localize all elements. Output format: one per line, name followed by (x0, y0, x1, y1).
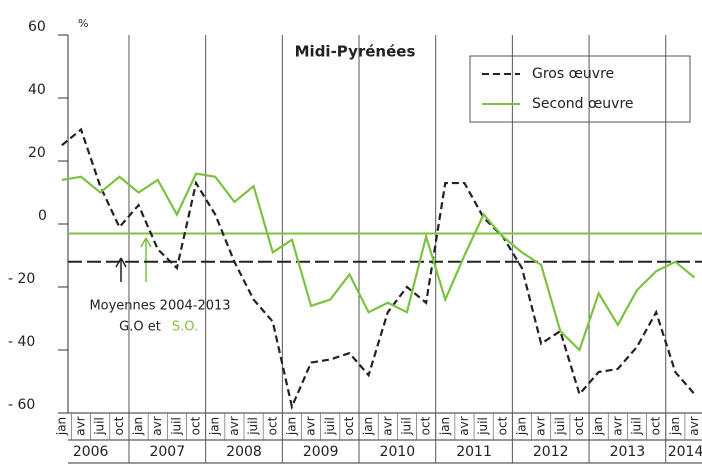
year-label: 2009 (303, 444, 339, 460)
y-tick-label: 20 (28, 145, 46, 161)
y-tick-label: - 20 (8, 271, 35, 287)
chart-title: Midi-Pyrénées (295, 43, 416, 61)
x-tick-label: jan (438, 417, 452, 436)
y-tick-label: - 60 (8, 397, 35, 413)
x-tick-label: avr (610, 416, 624, 435)
x-tick-label: jan (668, 417, 682, 436)
annotation: S.O. (172, 320, 198, 335)
x-tick-label: jan (591, 417, 605, 436)
x-tick-label: juil (399, 417, 413, 436)
x-tick-label: oct (419, 416, 433, 435)
x-tick-label: juil (169, 417, 183, 436)
x-tick-label: oct (342, 416, 356, 435)
x-tick-label: jan (284, 417, 298, 436)
y-tick-label: 0 (38, 208, 47, 224)
year-label: 2014 (668, 444, 702, 460)
legend-label: Second œuvre (532, 96, 634, 112)
series-line (61, 127, 696, 411)
legend-label: Gros œuvre (532, 66, 614, 82)
x-tick-label: juil (93, 417, 107, 436)
x-tick-label: oct (265, 416, 279, 435)
x-tick-label: oct (649, 416, 663, 435)
x-tick-label: juil (553, 417, 567, 436)
x-tick-label: juil (629, 417, 643, 436)
x-tick-label: avr (380, 416, 394, 435)
year-label: 2006 (73, 444, 109, 460)
x-tick-label: avr (304, 416, 318, 435)
year-label: 2010 (380, 444, 416, 460)
x-tick-label: avr (150, 416, 164, 435)
x-tick-label: avr (534, 416, 548, 435)
x-tick-label: avr (457, 416, 471, 435)
series-line (61, 172, 696, 353)
x-tick-label: oct (572, 416, 586, 435)
annotation: Moyennes 2004-2013 (89, 299, 230, 314)
x-tick-label: avr (227, 416, 241, 435)
x-tick-label: jan (54, 417, 68, 436)
x-tick-label: juil (323, 417, 337, 436)
x-tick-label: oct (495, 416, 509, 435)
x-tick-label: oct (112, 416, 126, 435)
x-tick-label: jan (131, 417, 145, 436)
y-tick-label: 60 (28, 19, 46, 35)
annotation: G.O et (119, 320, 161, 335)
x-tick-label: jan (361, 417, 375, 436)
x-tick-label: jan (208, 417, 222, 436)
y-tick-label: - 40 (8, 334, 35, 350)
x-tick-label: oct (189, 416, 203, 435)
y-axis-label: % (78, 17, 88, 30)
x-tick-label: avr (74, 416, 88, 435)
year-label: 2012 (533, 444, 569, 460)
x-tick-label: juil (246, 417, 260, 436)
annotation-arrow (140, 237, 152, 282)
y-tick-label: 40 (28, 82, 46, 98)
x-tick-label: juil (476, 417, 490, 436)
year-label: 2011 (456, 444, 492, 460)
year-label: 2007 (149, 444, 185, 460)
x-tick-label: avr (687, 416, 701, 435)
x-tick-label: jan (514, 417, 528, 436)
year-label: 2008 (226, 444, 262, 460)
legend-box (469, 55, 691, 123)
year-label: 2013 (610, 444, 646, 460)
